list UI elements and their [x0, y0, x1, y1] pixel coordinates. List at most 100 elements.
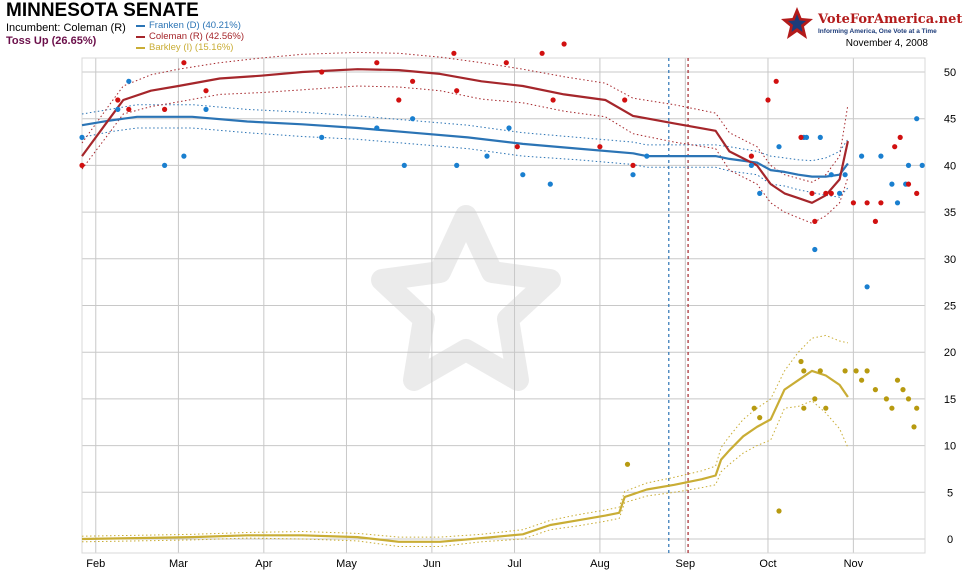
band-upper-coleman [81, 51, 849, 183]
poll-point-coleman [561, 41, 567, 47]
poll-point-franken [520, 172, 526, 178]
chart-title: MINNESOTA SENATE [6, 0, 199, 21]
poll-point-barkley [859, 377, 865, 383]
x-tick-label: Feb [86, 558, 105, 570]
legend-label-barkley: Barkley (I) (15.16%) [149, 42, 234, 53]
poll-point-coleman [396, 97, 402, 103]
poll-point-franken [547, 181, 553, 187]
poll-point-coleman [162, 106, 168, 112]
poll-point-coleman [203, 88, 209, 94]
poll-point-barkley [776, 508, 782, 514]
poll-point-coleman [809, 190, 815, 196]
poll-point-barkley [817, 368, 823, 374]
band-lower-coleman [81, 85, 849, 224]
poll-point-franken [181, 153, 187, 159]
poll-point-barkley [823, 405, 829, 411]
poll-point-franken [162, 162, 168, 168]
poll-point-franken [905, 162, 912, 168]
poll-point-coleman [748, 153, 755, 159]
poll-point-barkley [889, 405, 895, 411]
y-tick-label: 50 [944, 67, 956, 79]
legend-label-coleman: Coleman (R) (42.56%) [149, 31, 245, 42]
poll-point-coleman [892, 144, 898, 150]
poll-point-franken [748, 162, 755, 168]
legend-swatch-barkley [136, 46, 145, 49]
y-tick-label: 45 [944, 114, 956, 126]
poll-point-franken [401, 162, 407, 168]
poll-point-barkley [905, 396, 912, 402]
poll-point-franken [894, 200, 901, 206]
event-lines [668, 58, 689, 553]
poll-point-coleman [828, 190, 834, 196]
poll-point-franken [812, 246, 818, 253]
poll-point-barkley [911, 424, 917, 430]
poll-point-coleman [765, 97, 771, 103]
poll-point-barkley [872, 387, 879, 393]
poll-point-coleman [79, 162, 85, 168]
poll-point-coleman [905, 181, 912, 187]
poll-point-coleman [539, 50, 545, 56]
poll-point-franken [817, 134, 823, 140]
poll-point-franken [506, 125, 512, 131]
x-tick-label: Aug [590, 558, 610, 570]
legend-label-franken: Franken (D) (40.21%) [149, 20, 241, 31]
y-tick-label: 35 [944, 207, 956, 219]
poll-point-coleman [872, 218, 879, 224]
band-upper-barkley [81, 334, 849, 538]
y-tick-label: 25 [944, 301, 956, 313]
poll-point-coleman [115, 97, 121, 103]
trend-lines [81, 68, 849, 543]
poll-point-barkley [894, 377, 901, 383]
brand-logo[interactable]: VoteForAmerica.net Informing America, On… [780, 7, 963, 52]
poll-point-franken [889, 181, 895, 187]
poll-point-barkley [900, 387, 906, 393]
poll-point-coleman [550, 97, 556, 103]
star-logo-icon [781, 7, 813, 39]
x-tick-label: Nov [844, 558, 864, 570]
band-lower-barkley [81, 400, 849, 547]
incumbent-label: Incumbent: Coleman (R) [6, 22, 126, 34]
y-tick-label: 40 [944, 160, 956, 172]
poll-point-coleman [454, 88, 460, 94]
band-lower-franken [81, 127, 849, 198]
poll-point-franken [79, 134, 85, 140]
legend-item-franken: Franken (D) (40.21%) [136, 20, 244, 31]
brand-name: VoteForAmerica.net [818, 12, 963, 27]
poll-point-franken [864, 284, 870, 290]
poll-point-coleman [850, 200, 857, 206]
poll-point-franken [859, 153, 865, 159]
confidence-bands [81, 51, 849, 547]
poll-point-franken [126, 78, 132, 84]
poll-point-barkley [624, 461, 631, 467]
poll-point-franken [374, 125, 380, 131]
poll-point-barkley [801, 368, 807, 374]
poll-point-coleman [374, 60, 380, 66]
poll-point-franken [919, 162, 925, 168]
poll-point-franken [776, 144, 782, 150]
legend-swatch-franken [136, 24, 145, 27]
poll-point-barkley [864, 368, 870, 374]
poll-point-barkley [914, 405, 920, 411]
poll-point-barkley [751, 405, 757, 411]
poll-point-coleman [126, 106, 132, 112]
y-tick-label: 10 [944, 441, 956, 453]
poll-point-coleman [878, 200, 884, 206]
poll-point-franken [757, 190, 763, 196]
poll-point-franken [803, 134, 810, 140]
watermark-star [371, 205, 561, 391]
y-tick-label: 0 [947, 534, 953, 546]
poll-point-franken [630, 172, 636, 178]
poll-point-barkley [798, 358, 804, 365]
poll-point-coleman [823, 190, 829, 196]
tossup-label: Toss Up (26.65%) [6, 35, 97, 47]
grid [81, 57, 926, 554]
y-tick-label: 20 [944, 347, 956, 359]
poll-point-barkley [757, 415, 763, 421]
poll-point-barkley [801, 405, 807, 411]
poll-point-coleman [812, 218, 818, 224]
plot-border [81, 57, 926, 554]
x-tick-label: Sep [676, 558, 696, 570]
poll-point-franken [203, 106, 209, 112]
poll-point-coleman [597, 144, 603, 150]
legend-swatch-coleman [136, 35, 145, 38]
